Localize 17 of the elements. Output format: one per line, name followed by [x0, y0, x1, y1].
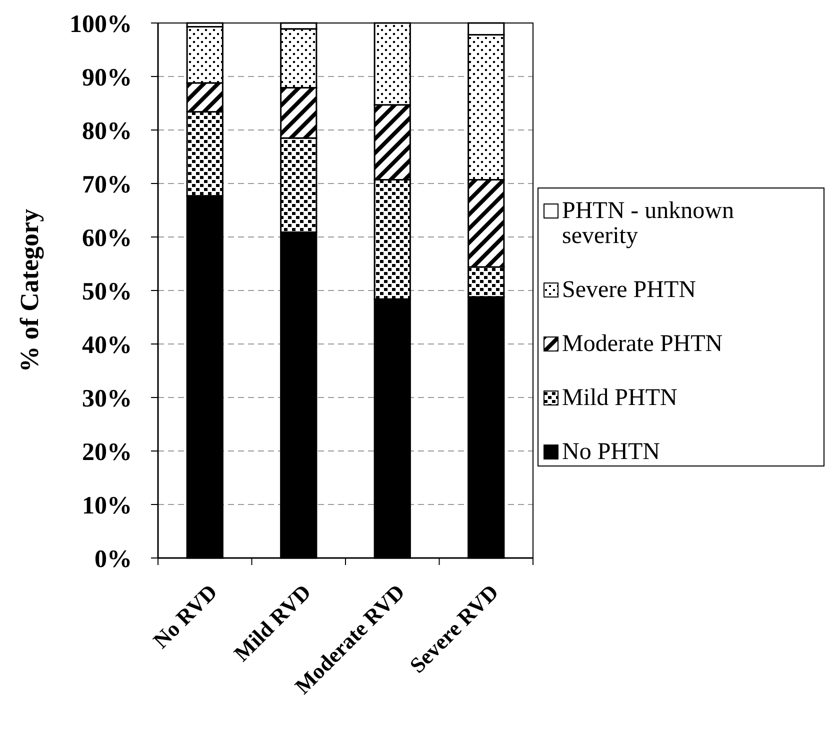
legend-label: Severe PHTN	[562, 277, 696, 303]
y-tick-label: 60%	[82, 224, 132, 252]
y-tick-label: 80%	[82, 118, 132, 145]
y-tick-label: 30%	[82, 385, 132, 412]
legend-label: No PHTN	[562, 439, 660, 465]
legend-label: PHTN - unknown severity	[562, 198, 734, 249]
y-tick-label: 10%	[82, 492, 132, 520]
legend-label: Moderate PHTN	[562, 331, 723, 357]
y-tick-label: 0%	[94, 546, 132, 573]
y-tick-label: 40%	[82, 332, 132, 359]
y-tick-label: 100%	[70, 10, 132, 38]
legend-label: Mild PHTN	[562, 385, 678, 411]
y-tick-label: 20%	[82, 438, 132, 466]
y-axis-title: % of Category	[15, 208, 44, 372]
y-tick-label: 70%	[82, 171, 132, 198]
y-tick-label: 90%	[82, 64, 132, 92]
y-tick-label: 50%	[82, 278, 132, 306]
